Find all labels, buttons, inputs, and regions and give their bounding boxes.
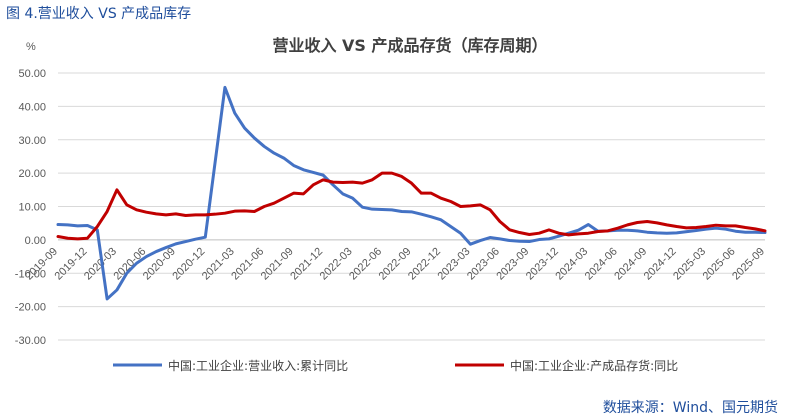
y-tick-label: -20.00 bbox=[15, 302, 46, 314]
series-line-revenue bbox=[56, 85, 767, 301]
y-tick-label: 20.00 bbox=[18, 168, 46, 180]
y-unit-label: % bbox=[26, 41, 36, 53]
source-note: 数据来源：Wind、国元期货 bbox=[602, 400, 778, 416]
legend-label-revenue: 中国:工业企业:营业收入:累计同比 bbox=[168, 358, 348, 373]
plot-area bbox=[56, 85, 767, 301]
y-tick-label: 50.00 bbox=[18, 68, 46, 80]
y-tick-label: -10.00 bbox=[15, 268, 46, 280]
y-axis: -30.00 -20.00 -10.00 0.00 10.00 20.00 30.00 40.… bbox=[15, 68, 46, 347]
figure-title: 图 4.营业收入 VS 产成品库存 bbox=[6, 6, 192, 22]
y-tick-label: -30.00 bbox=[15, 335, 46, 347]
series-line-inventory bbox=[56, 171, 767, 241]
x-tick-label: 2025-09 bbox=[730, 246, 767, 283]
y-tick-label: 10.00 bbox=[18, 202, 46, 214]
y-tick-label: 0.00 bbox=[25, 235, 46, 247]
grid bbox=[58, 72, 765, 341]
chart-title: 营业收入 VS 产成品存货（库存周期） bbox=[272, 36, 547, 55]
legend-label-inventory: 中国:工业企业:产成品存货:同比 bbox=[510, 358, 678, 373]
y-tick-label: 40.00 bbox=[18, 101, 46, 113]
y-tick-label: 30.00 bbox=[18, 135, 46, 147]
legend: 中国:工业企业:营业收入:累计同比 中国:工业企业:产成品存货:同比 bbox=[113, 358, 678, 373]
